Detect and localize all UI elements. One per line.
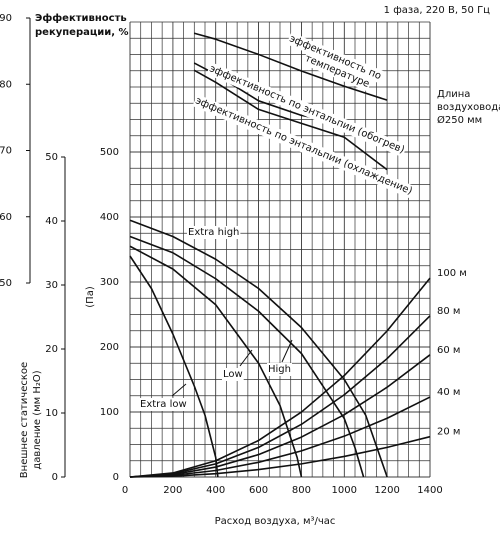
duct-title: воздуховода bbox=[437, 102, 500, 113]
label-background bbox=[206, 62, 408, 158]
label-background bbox=[267, 363, 292, 376]
efficiency-tick-label: 60 bbox=[0, 212, 12, 223]
x-axis-title: Расход воздуха, м³/час bbox=[215, 516, 336, 527]
label-pointer bbox=[239, 349, 253, 367]
duct-label: 40 м bbox=[437, 387, 460, 398]
duct-label: 80 м bbox=[437, 306, 460, 317]
label-background bbox=[139, 398, 188, 411]
x-tick-label: 1000 bbox=[332, 485, 357, 496]
label-background bbox=[192, 94, 416, 199]
duct-curve bbox=[129, 315, 431, 478]
mm-tick-label: 10 bbox=[45, 408, 58, 419]
x-tick-label: 600 bbox=[249, 485, 268, 496]
fan-curve bbox=[129, 235, 365, 478]
efficiency-tick-label: 50 bbox=[0, 278, 12, 289]
efficiency-axis-title: рекуперации, % bbox=[35, 27, 129, 38]
duct-label: 100 м bbox=[437, 268, 467, 279]
duct-curve bbox=[129, 277, 431, 478]
x-tick-label: 800 bbox=[292, 485, 311, 496]
x-tick-label: 0 bbox=[122, 485, 128, 496]
fan-curve bbox=[129, 219, 388, 478]
mm-axis-title: давление (мм H₂O) bbox=[32, 370, 43, 469]
fan-curve bbox=[129, 255, 219, 478]
efficiency-tick-label: 70 bbox=[0, 146, 12, 157]
duct-label: 20 м bbox=[437, 427, 460, 438]
efficiency-tick-label: 80 bbox=[0, 79, 12, 90]
label-background bbox=[436, 101, 500, 114]
label-background bbox=[222, 368, 244, 381]
y-tick-label: 400 bbox=[100, 212, 119, 223]
mm-axis-title: Внешнее статическое bbox=[19, 362, 30, 478]
x-tick-label: 200 bbox=[163, 485, 182, 496]
efficiency-curve bbox=[193, 69, 388, 171]
duct-curve bbox=[129, 435, 431, 478]
efficiency-axis-title: Эффективность bbox=[35, 12, 127, 24]
label-background bbox=[301, 51, 373, 92]
header: 1 фаза, 220 В, 50 Гц bbox=[384, 5, 491, 16]
y-tick-label: 300 bbox=[100, 277, 119, 288]
label-background bbox=[187, 226, 241, 239]
mm-tick-label: 0 bbox=[52, 472, 58, 483]
duct-title: Длина bbox=[437, 89, 470, 100]
mm-tick-label: 30 bbox=[45, 280, 58, 291]
fan-curve bbox=[129, 245, 303, 478]
duct-curve bbox=[129, 396, 431, 478]
x-tick-label: 1200 bbox=[374, 485, 399, 496]
fan-curve-label: Low bbox=[223, 369, 243, 380]
fan-curve-label: Extra low bbox=[140, 399, 187, 410]
mm-tick-label: 20 bbox=[45, 344, 58, 355]
y-tick-label: 0 bbox=[113, 472, 119, 483]
efficiency-tick-label: 90 bbox=[0, 13, 12, 24]
label-background bbox=[436, 88, 472, 101]
y-tick-label: 200 bbox=[100, 342, 119, 353]
mm-tick-label: 40 bbox=[45, 216, 58, 227]
duct-title: Ø250 мм bbox=[437, 114, 482, 126]
duct-label: 60 м bbox=[437, 345, 460, 356]
label-background bbox=[286, 32, 385, 84]
mm-tick-label: 50 bbox=[45, 152, 58, 163]
efficiency-curve bbox=[194, 32, 388, 101]
fan-curve-label: High bbox=[268, 364, 291, 375]
label-pointer bbox=[281, 339, 293, 363]
y-tick-label: 100 bbox=[100, 407, 119, 418]
duct-curve bbox=[129, 354, 431, 478]
fan-curve-label: Extra high bbox=[188, 227, 239, 238]
y-axis-title: (Па) bbox=[85, 286, 96, 308]
label-background bbox=[436, 113, 484, 127]
label-pointer bbox=[171, 383, 187, 397]
x-tick-label: 1400 bbox=[417, 485, 442, 496]
x-tick-label: 400 bbox=[206, 485, 225, 496]
y-tick-label: 500 bbox=[100, 147, 119, 158]
